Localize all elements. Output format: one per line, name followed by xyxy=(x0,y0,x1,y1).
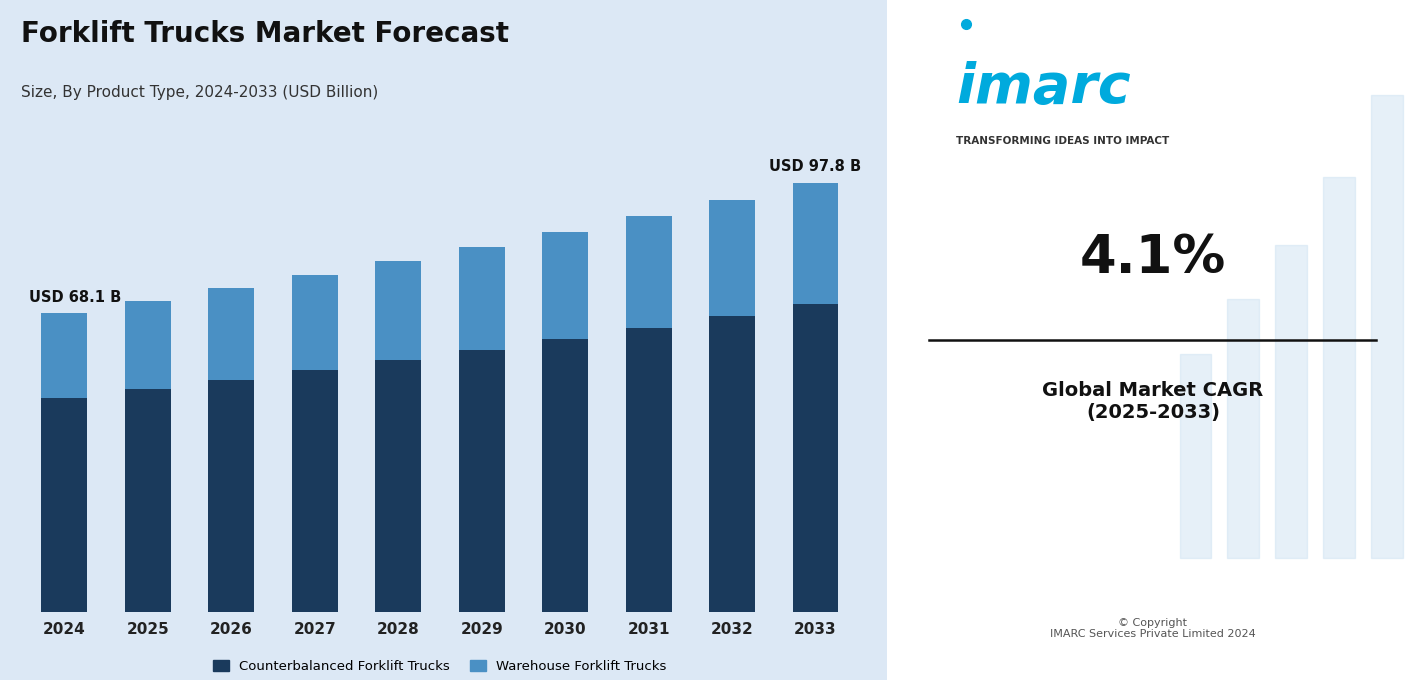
Legend: Counterbalanced Forklift Trucks, Warehouse Forklift Trucks: Counterbalanced Forklift Trucks, Warehou… xyxy=(213,660,667,673)
Text: USD 68.1 B: USD 68.1 B xyxy=(30,290,122,305)
Text: © Copyright
IMARC Services Private Limited 2024: © Copyright IMARC Services Private Limit… xyxy=(1050,617,1256,639)
Bar xyxy=(292,371,338,612)
Bar xyxy=(626,216,671,328)
Bar xyxy=(292,275,338,371)
Bar xyxy=(458,350,505,612)
Bar xyxy=(375,360,421,612)
Bar xyxy=(375,261,421,360)
Text: USD 97.8 B: USD 97.8 B xyxy=(769,159,861,174)
Bar xyxy=(209,288,254,379)
Bar xyxy=(209,379,254,612)
Text: Global Market CAGR
(2025-2033): Global Market CAGR (2025-2033) xyxy=(1043,381,1263,422)
Bar xyxy=(1371,95,1403,558)
Bar xyxy=(542,339,587,612)
Bar xyxy=(1276,245,1307,558)
Bar xyxy=(710,316,755,612)
Bar xyxy=(458,247,505,350)
Bar xyxy=(1227,299,1260,558)
Bar xyxy=(1323,177,1355,558)
Text: 4.1%: 4.1% xyxy=(1080,233,1226,284)
Bar xyxy=(626,328,671,612)
Text: Size, By Product Type, 2024-2033 (USD Billion): Size, By Product Type, 2024-2033 (USD Bi… xyxy=(21,85,379,100)
Bar xyxy=(542,232,587,339)
Bar xyxy=(41,313,87,398)
Text: Forklift Trucks Market Forecast: Forklift Trucks Market Forecast xyxy=(21,20,509,48)
Bar xyxy=(125,301,170,389)
Bar xyxy=(793,183,839,304)
Bar xyxy=(793,304,839,612)
Text: TRANSFORMING IDEAS INTO IMPACT: TRANSFORMING IDEAS INTO IMPACT xyxy=(956,136,1169,146)
Bar xyxy=(1179,354,1212,558)
Bar xyxy=(41,398,87,612)
Bar xyxy=(710,200,755,316)
Bar xyxy=(125,389,170,612)
Text: imarc: imarc xyxy=(956,61,1131,115)
